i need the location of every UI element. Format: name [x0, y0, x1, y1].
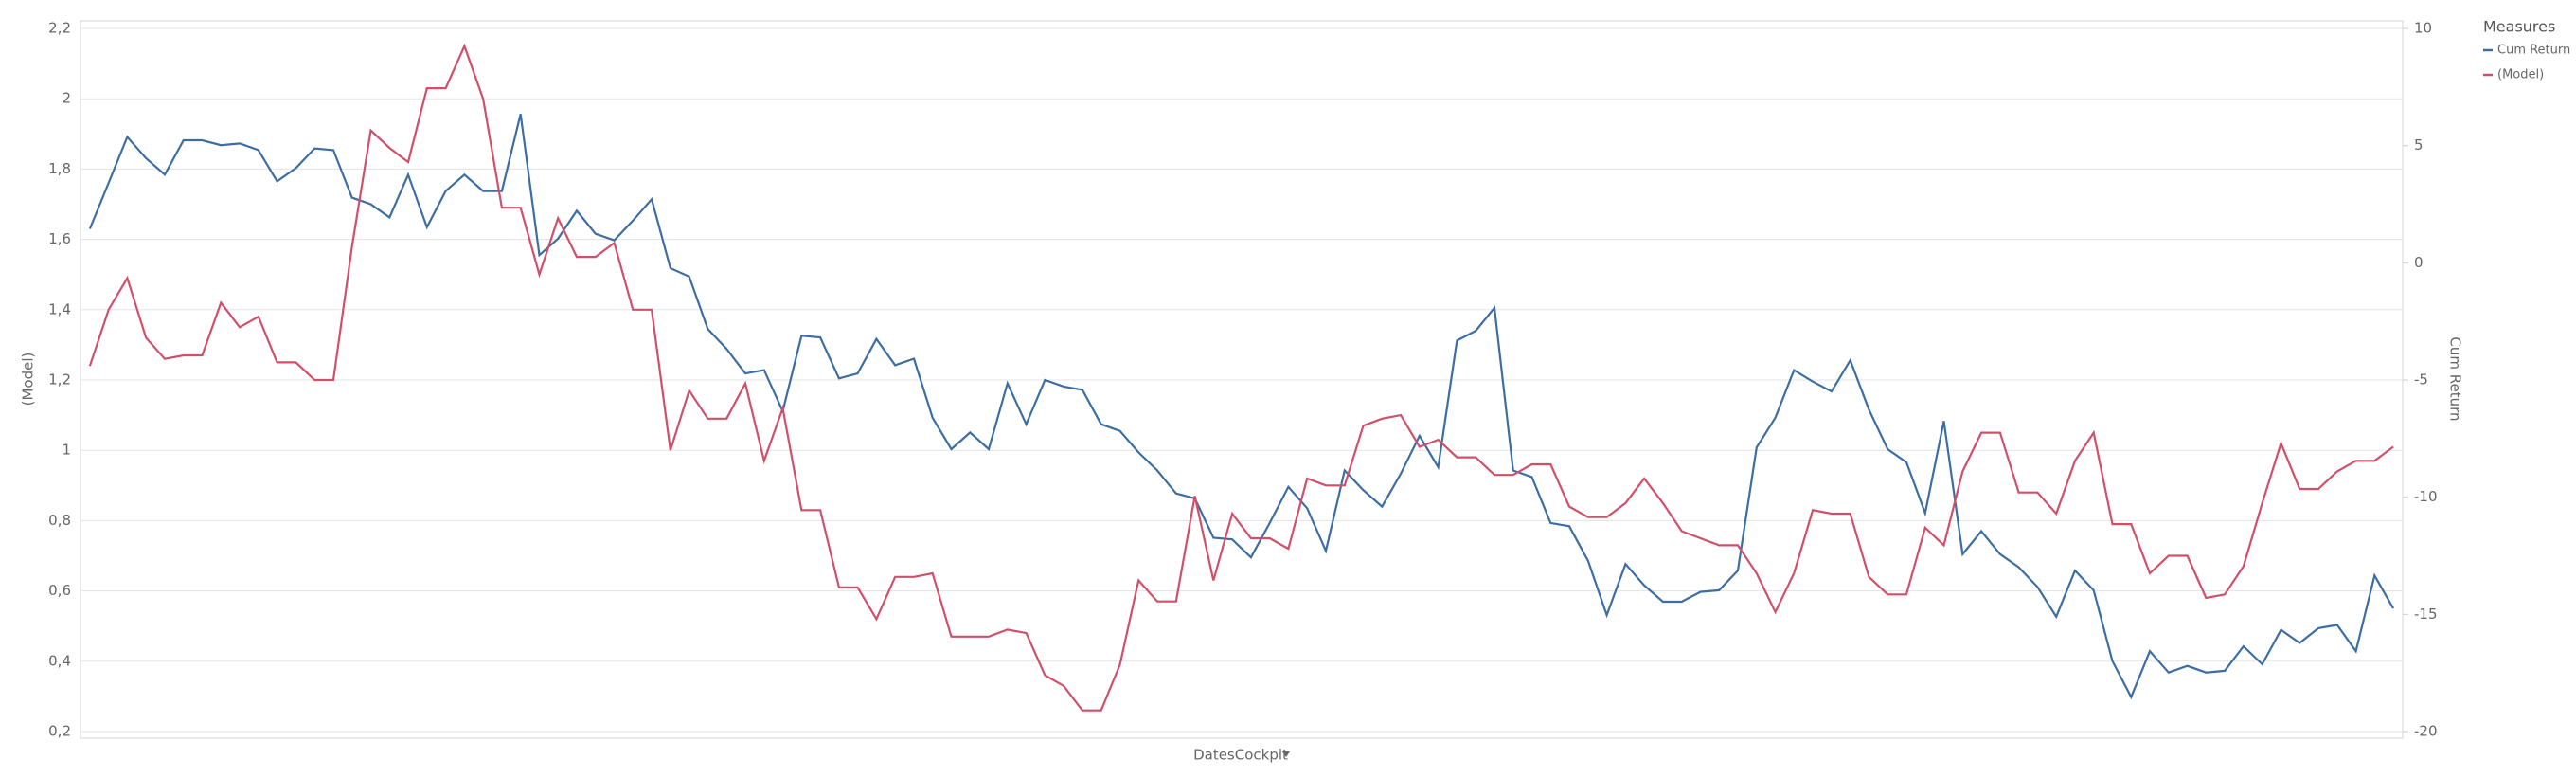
y2-tick-label: -20 [2414, 723, 2438, 740]
y-tick-label: 2 [62, 90, 71, 107]
legend-title: Measures [2483, 18, 2555, 36]
y-tick-label: 1,8 [48, 160, 71, 177]
y2-tick-label: 10 [2414, 20, 2432, 37]
y-tick-label: 0,2 [48, 723, 71, 740]
series-line [88, 114, 2395, 700]
x-axis-title[interactable]: DatesCockpit [1193, 747, 1288, 764]
y-tick-label: 0,6 [48, 582, 71, 599]
y-tick-label: 0,4 [48, 652, 71, 669]
y2-tick-label: -10 [2414, 488, 2438, 505]
legend-label: Cum Return [2497, 44, 2570, 58]
series-line [88, 43, 2394, 712]
y-tick-label: 1,4 [48, 300, 71, 317]
dropdown-arrow[interactable] [1282, 751, 1290, 757]
legend-label: (Model) [2497, 68, 2544, 82]
y-tick-label: 1,2 [48, 371, 71, 389]
y2-tick-label: -15 [2414, 606, 2438, 623]
y-tick-label: 0,8 [48, 512, 71, 529]
y2-tick-label: -5 [2414, 371, 2428, 389]
y-tick-label: 1,6 [48, 230, 71, 247]
y-axis-title: (Model) [20, 353, 37, 407]
y2-tick-label: 5 [2414, 136, 2424, 154]
y2-axis-title: Cum Return [2447, 336, 2464, 421]
y-tick-label: 1 [62, 442, 71, 459]
y-tick-label: 2,2 [48, 20, 71, 37]
y2-tick-label: 0 [2414, 254, 2424, 271]
